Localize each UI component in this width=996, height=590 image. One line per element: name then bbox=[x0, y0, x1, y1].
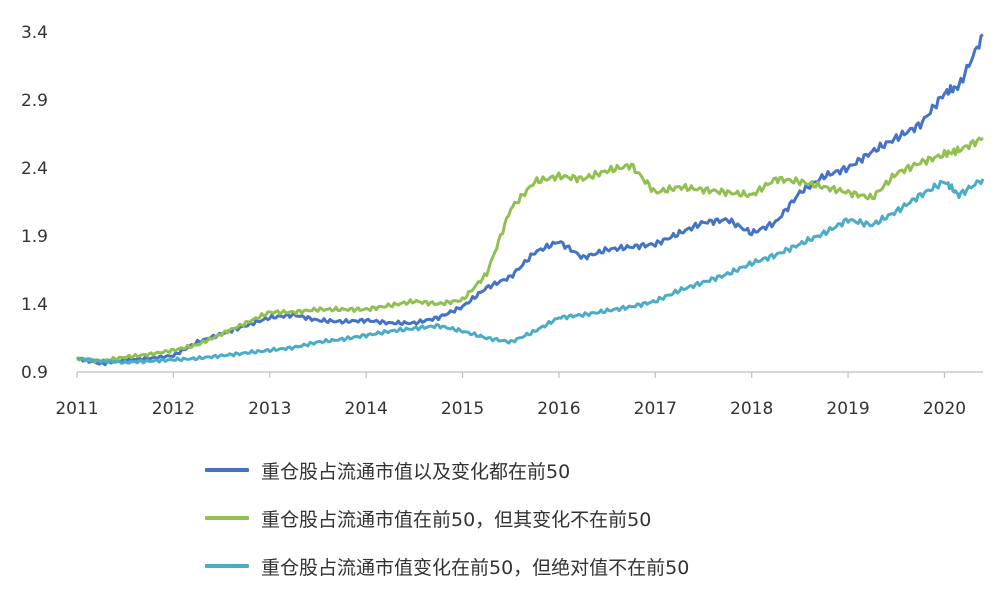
x-tick-label: 2016 bbox=[537, 399, 580, 419]
legend-swatch-series-1 bbox=[205, 468, 249, 472]
y-axis-ticks: 0.9 1.4 1.9 2.4 2.9 3.4 bbox=[21, 23, 48, 383]
y-tick-label: 2.4 bbox=[21, 159, 48, 179]
legend-item-series-1: 重仓股占流通市值以及变化都在前50 bbox=[205, 446, 689, 494]
legend-label-series-1: 重仓股占流通市值以及变化都在前50 bbox=[261, 460, 571, 483]
line-chart: 0.91.41.92.42.93.4 2011 2012 2013 2014 2015 2… bbox=[21, 23, 985, 419]
series-line-2 bbox=[75, 136, 984, 364]
y-tick-label: 3.4 bbox=[21, 23, 48, 43]
legend-swatch-series-2 bbox=[205, 516, 249, 520]
legend-label-series-3: 重仓股占流通市值变化在前50，但绝对值不在前50 bbox=[261, 556, 690, 579]
x-tick-label: 2018 bbox=[730, 399, 773, 419]
x-tick-label: 2017 bbox=[634, 399, 677, 419]
series-lines bbox=[75, 33, 985, 367]
x-tick-label: 2012 bbox=[152, 399, 195, 419]
x-tick-label: 2020 bbox=[923, 399, 966, 419]
x-tick-label: 2014 bbox=[345, 399, 388, 419]
legend-label-series-2: 重仓股占流通市值在前50，但其变化不在前50 bbox=[261, 508, 652, 531]
y-tick-label: 0.9 bbox=[21, 363, 48, 383]
legend-swatch-series-3 bbox=[205, 564, 249, 568]
y-tick-label: 1.9 bbox=[21, 227, 48, 247]
x-axis-ticks: 2011 2012 2013 2014 2015 2016 2017 2018 2019 2020 bbox=[55, 372, 966, 419]
x-tick-label: 2015 bbox=[441, 399, 484, 419]
legend-item-series-2: 重仓股占流通市值在前50，但其变化不在前50 bbox=[205, 494, 689, 542]
series-line-1 bbox=[76, 33, 984, 367]
x-tick-label: 2013 bbox=[248, 399, 291, 419]
legend: 重仓股占流通市值以及变化都在前50 重仓股占流通市值在前50，但其变化不在前50… bbox=[205, 446, 689, 590]
y-tick-label: 1.4 bbox=[21, 295, 48, 315]
legend-item-series-3: 重仓股占流通市值变化在前50，但绝对值不在前50 bbox=[205, 542, 689, 590]
series-line-3 bbox=[76, 178, 985, 365]
x-tick-label: 2019 bbox=[826, 399, 869, 419]
y-tick-label: 2.9 bbox=[21, 91, 48, 111]
x-tick-label: 2011 bbox=[55, 399, 98, 419]
